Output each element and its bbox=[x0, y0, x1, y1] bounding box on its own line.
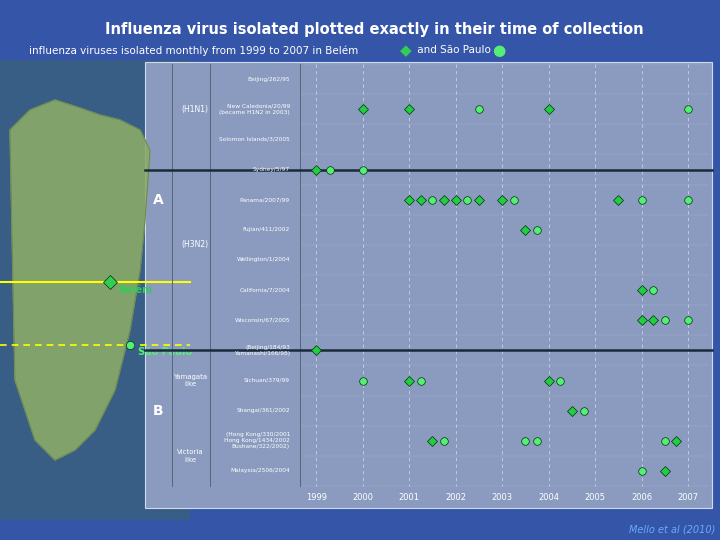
Text: Fujian/411/2002: Fujian/411/2002 bbox=[243, 227, 290, 232]
Text: Sichuan/379/99: Sichuan/379/99 bbox=[244, 378, 290, 383]
Text: (Hong Kong/330/2001
Hong Kong/1434/2002
Bushane/322/2002): (Hong Kong/330/2001 Hong Kong/1434/2002 … bbox=[224, 433, 290, 449]
Text: Wisconsin/67/2005: Wisconsin/67/2005 bbox=[235, 318, 290, 323]
Text: 2003: 2003 bbox=[492, 494, 513, 503]
Text: Influenza virus isolated plotted exactly in their time of collection: Influenza virus isolated plotted exactly… bbox=[105, 22, 644, 37]
Text: 2004: 2004 bbox=[538, 494, 559, 503]
Text: and São Paulo: and São Paulo bbox=[414, 45, 494, 55]
Text: (H1N1): (H1N1) bbox=[181, 105, 209, 114]
Text: Mello et al (2010): Mello et al (2010) bbox=[629, 525, 715, 535]
Text: 2001: 2001 bbox=[399, 494, 420, 503]
Text: ◆: ◆ bbox=[400, 43, 411, 58]
Text: Wellington/1/2004: Wellington/1/2004 bbox=[236, 258, 290, 262]
Text: 2005: 2005 bbox=[585, 494, 606, 503]
Text: B: B bbox=[153, 403, 163, 417]
Text: Shangai/361/2002: Shangai/361/2002 bbox=[236, 408, 290, 413]
Bar bbox=[0, 60, 190, 520]
Text: influenza viruses isolated monthly from 1999 to 2007 in Belém: influenza viruses isolated monthly from … bbox=[29, 45, 358, 56]
Text: (Beijing/184/93
Yamanashi/166/98): (Beijing/184/93 Yamanashi/166/98) bbox=[234, 345, 290, 356]
Text: Panama/2007/99: Panama/2007/99 bbox=[240, 197, 290, 202]
Text: 2006: 2006 bbox=[631, 494, 652, 503]
Text: São Paulo: São Paulo bbox=[138, 347, 192, 357]
Text: Beijing/262/95: Beijing/262/95 bbox=[248, 77, 290, 82]
Text: 2007: 2007 bbox=[678, 494, 698, 503]
Text: New Caledonia/20/99
(became H1N2 in 2003): New Caledonia/20/99 (became H1N2 in 2003… bbox=[220, 104, 290, 114]
Text: Sydney/5/97: Sydney/5/97 bbox=[253, 167, 290, 172]
Text: Belém: Belém bbox=[118, 285, 152, 295]
Text: 2000: 2000 bbox=[352, 494, 373, 503]
Text: (H3N2): (H3N2) bbox=[181, 240, 209, 249]
Text: Victoria
like: Victoria like bbox=[176, 449, 203, 463]
Text: A: A bbox=[153, 193, 163, 207]
Text: California/7/2004: California/7/2004 bbox=[239, 288, 290, 293]
Text: Solomon Islands/3/2005: Solomon Islands/3/2005 bbox=[219, 137, 290, 142]
Text: 2002: 2002 bbox=[445, 494, 466, 503]
Bar bbox=[145, 62, 712, 508]
Text: ●: ● bbox=[492, 43, 505, 58]
Text: Malaysia/2506/2004: Malaysia/2506/2004 bbox=[230, 468, 290, 474]
Text: 1999: 1999 bbox=[306, 494, 327, 503]
Text: Yamagata
like: Yamagata like bbox=[173, 374, 207, 387]
Polygon shape bbox=[10, 100, 150, 460]
